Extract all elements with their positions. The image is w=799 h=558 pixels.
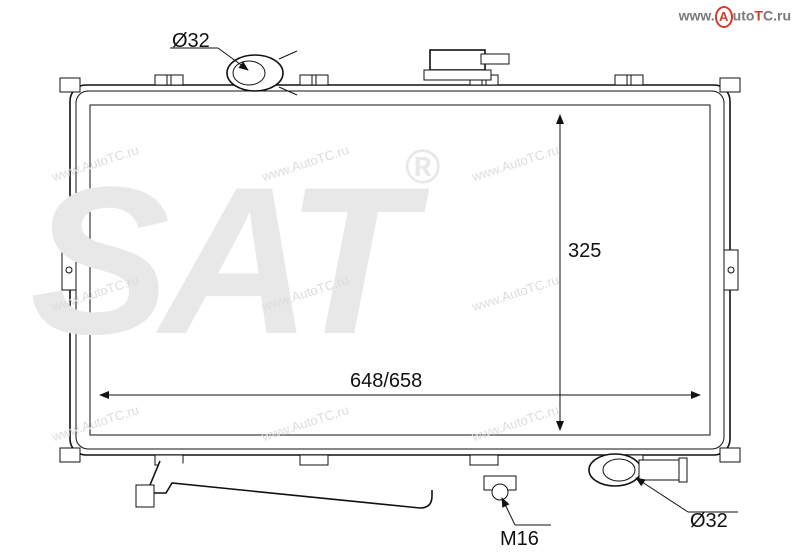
dim-drain-label: M16: [500, 528, 539, 551]
radiator-drawing: [0, 0, 799, 558]
radiator-body: [70, 85, 730, 455]
diagram-stage: SAT® www.AutoTC.ruwww.AutoTC.ruwww.AutoT…: [0, 0, 799, 558]
dim-width-label: 648/658: [350, 370, 422, 393]
dim-bot-outlet-label: Ø32: [690, 510, 728, 533]
site-logo: www.AutoTC.ru: [679, 6, 791, 28]
dim-height-label: 325: [568, 240, 601, 263]
dim-top-inlet-label: Ø32: [172, 30, 210, 53]
